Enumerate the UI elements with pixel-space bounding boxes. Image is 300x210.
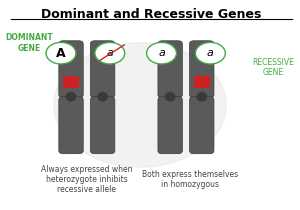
Text: a: a [207,48,214,58]
Text: Both express themselves
in homozygous: Both express themselves in homozygous [142,170,238,189]
Text: RECESSIVE
GENE: RECESSIVE GENE [253,58,295,77]
FancyBboxPatch shape [158,41,182,98]
Ellipse shape [165,92,175,101]
Circle shape [195,42,225,64]
Text: Always expressed when
heterozygote inhibits
recessive allele: Always expressed when heterozygote inhib… [41,165,133,194]
Text: a: a [106,48,113,58]
FancyBboxPatch shape [194,76,210,88]
Circle shape [46,42,76,64]
Circle shape [147,42,176,64]
FancyBboxPatch shape [90,97,115,154]
FancyBboxPatch shape [190,41,214,98]
Ellipse shape [98,92,108,101]
FancyBboxPatch shape [59,97,83,154]
Text: Dominant and Recessive Genes: Dominant and Recessive Genes [41,8,262,21]
Ellipse shape [196,92,207,101]
FancyBboxPatch shape [59,41,83,98]
Circle shape [95,42,125,64]
Text: a: a [158,48,165,58]
FancyBboxPatch shape [63,76,79,88]
Text: A: A [56,47,66,60]
Text: DOMINANT
GENE: DOMINANT GENE [5,33,53,52]
FancyBboxPatch shape [90,41,115,98]
Circle shape [54,43,226,167]
Ellipse shape [66,92,76,101]
FancyBboxPatch shape [190,97,214,154]
FancyBboxPatch shape [158,97,182,154]
